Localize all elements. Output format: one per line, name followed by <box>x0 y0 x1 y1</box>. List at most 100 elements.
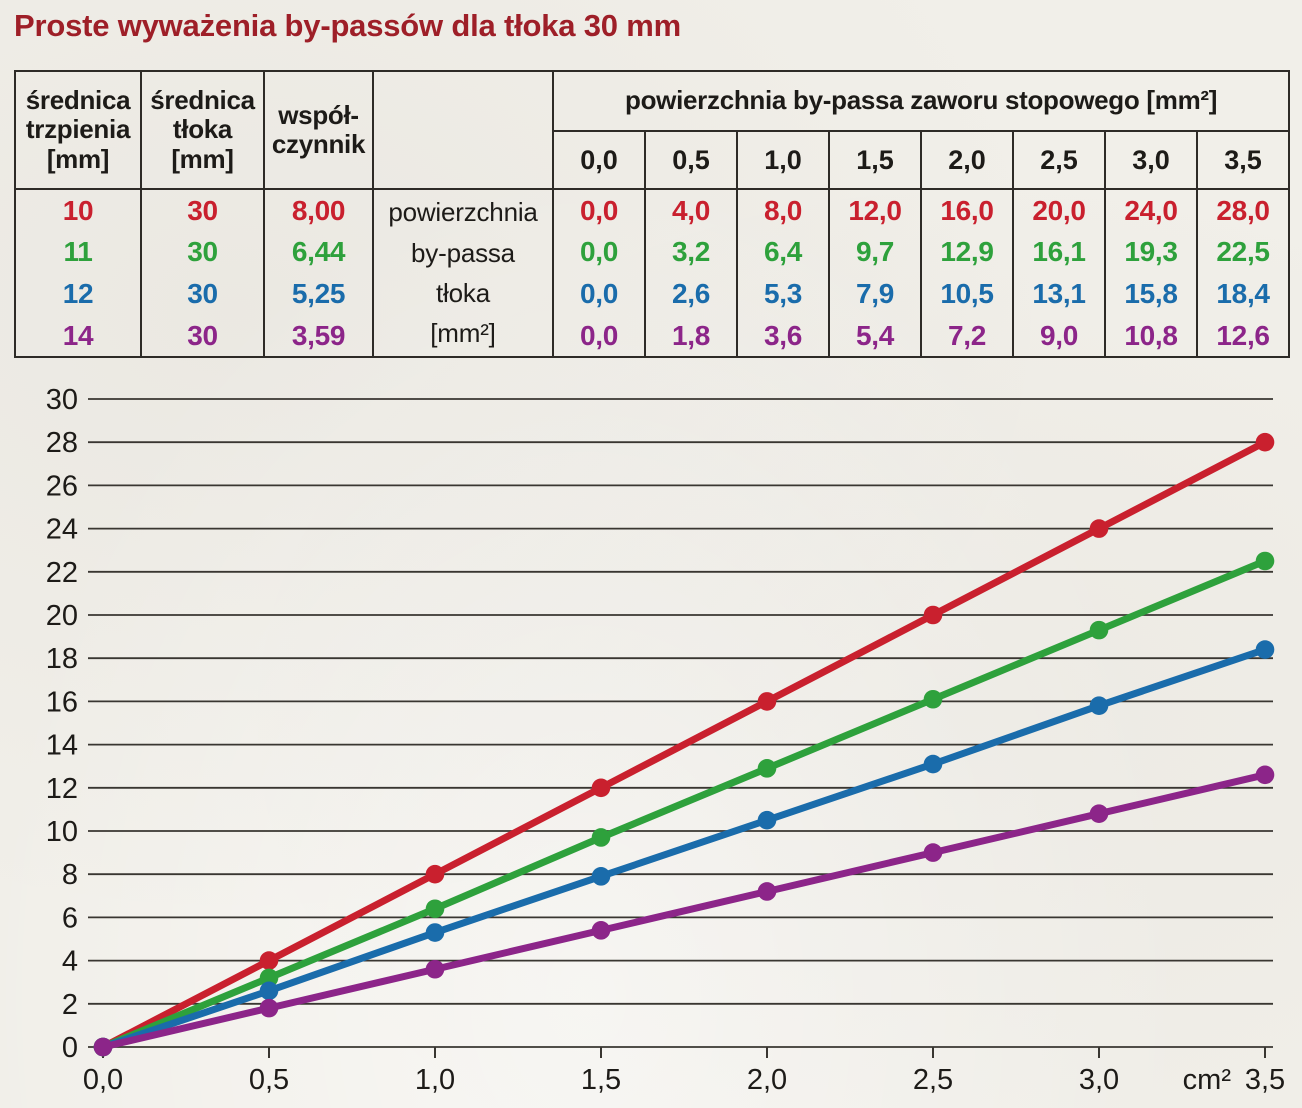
piston-cell: 30 <box>140 273 264 315</box>
x-tick-label: 1,5 <box>581 1064 621 1096</box>
y-tick-label: 0 <box>62 1032 78 1064</box>
value-cell: 9,7 <box>828 231 921 273</box>
table-row: 11 30 6,44 0,0 3,2 6,4 9,7 12,9 16,1 19,3 22,5 <box>14 231 1290 273</box>
data-point-marker <box>591 828 611 847</box>
value-cell: 24,0 <box>1104 189 1197 231</box>
coef-cell: 5,25 <box>263 273 373 315</box>
value-cell: 22,5 <box>1195 231 1290 273</box>
header-stem-diameter: średnica trzpienia [mm] <box>14 71 141 190</box>
data-point-marker <box>923 605 943 625</box>
data-point-marker <box>93 1037 113 1057</box>
value-cell: 0,0 <box>552 315 645 357</box>
coef-cell: 6,44 <box>263 231 373 273</box>
value-cell: 18,4 <box>1195 273 1290 315</box>
data-point-marker <box>591 778 611 798</box>
data-point-marker <box>1089 696 1109 716</box>
y-tick-label: 24 <box>46 514 78 546</box>
data-point-marker <box>1255 432 1275 452</box>
x-tick-label: 0,0 <box>83 1064 123 1096</box>
y-tick-label: 16 <box>46 686 78 718</box>
value-cell: 7,2 <box>920 315 1013 357</box>
data-point-marker <box>923 843 943 862</box>
series-line <box>99 557 1269 1051</box>
series-line <box>99 438 1269 1051</box>
piston-cell: 30 <box>140 231 264 273</box>
y-tick-label: 18 <box>46 643 78 675</box>
page-title: Proste wyważenia by-passów dla tłoka 30 … <box>14 8 681 43</box>
series-2 <box>93 640 1275 1057</box>
table-row: 12 30 5,25 0,0 2,6 5,3 7,9 10,5 13,1 15,8 18,4 <box>14 273 1290 315</box>
y-tick-label: 4 <box>62 946 78 978</box>
y-tick-label: 14 <box>46 730 78 762</box>
y-tick-label: 20 <box>46 600 78 632</box>
value-cell: 12,6 <box>1195 315 1290 357</box>
table-row: 14 30 3,59 0,0 1,8 3,6 5,4 7,2 9,0 10,8 12,6 <box>14 315 1290 357</box>
data-point-marker <box>425 899 445 919</box>
area-tick-header: 1,5 <box>828 131 921 190</box>
value-cell: 4,0 <box>644 189 737 231</box>
series-line <box>99 771 1269 1051</box>
value-cell: 1,8 <box>644 315 737 357</box>
data-point-marker <box>923 754 943 774</box>
header-area-title: powierzchnia by-passa zaworu stopowego [… <box>551 71 1290 132</box>
y-tick-label: 6 <box>62 902 78 934</box>
value-cell: 7,9 <box>828 273 921 315</box>
y-tick-label: 22 <box>46 557 78 589</box>
data-point-marker <box>425 959 445 979</box>
value-cell: 15,8 <box>1104 273 1197 315</box>
data-point-marker <box>259 998 279 1018</box>
value-cell: 9,0 <box>1012 315 1105 357</box>
data-point-marker <box>425 923 445 942</box>
value-cell: 0,0 <box>552 231 645 273</box>
y-tick-label: 2 <box>62 989 78 1021</box>
series-line <box>99 646 1269 1051</box>
x-tick-label: 0,5 <box>249 1064 289 1096</box>
x-tick-label: 3,5 <box>1245 1064 1285 1096</box>
value-cell: 3,6 <box>736 315 829 357</box>
x-tick-label: 1,0 <box>415 1064 455 1096</box>
data-point-marker <box>591 921 611 940</box>
data-point-marker <box>1089 804 1109 824</box>
data-point-marker <box>259 951 279 970</box>
value-cell: 28,0 <box>1195 189 1290 231</box>
value-cell: 5,4 <box>828 315 921 357</box>
value-cell: 10,5 <box>920 273 1013 315</box>
data-point-marker <box>757 692 777 711</box>
stem-cell: 11 <box>14 231 141 273</box>
value-cell: 5,3 <box>736 273 829 315</box>
y-tick-label: 28 <box>46 427 78 459</box>
series-1 <box>93 551 1275 1057</box>
data-point-marker <box>259 968 279 988</box>
x-tick-label: 2,0 <box>747 1064 787 1096</box>
y-tick-label: 26 <box>46 470 78 502</box>
area-tick-header: 2,5 <box>1012 131 1105 190</box>
value-cell: 3,2 <box>644 231 737 273</box>
x-tick-label: 3,0 <box>1079 1064 1119 1096</box>
data-point-marker <box>1089 519 1109 538</box>
value-cell: 16,1 <box>1012 231 1105 273</box>
x-tick-label: 2,5 <box>913 1064 953 1096</box>
x-axis-ticks <box>102 1047 1266 1058</box>
data-point-marker <box>1255 640 1275 659</box>
value-cell: 16,0 <box>920 189 1013 231</box>
value-cell: 13,1 <box>1012 273 1105 315</box>
area-tick-header: 3,0 <box>1104 131 1197 190</box>
stem-cell: 12 <box>14 273 141 315</box>
coef-cell: 8,00 <box>263 189 373 231</box>
data-point-marker <box>757 810 777 830</box>
area-tick-row: 0,0 0,5 1,0 1,5 2,0 2,5 3,0 3,5 <box>15 131 1290 190</box>
piston-bypass-area-label: powierzchnia by-passa tłoka [mm²] <box>372 189 553 357</box>
data-point-marker <box>923 689 943 709</box>
area-tick-header: 1,0 <box>736 131 829 190</box>
data-point-marker <box>259 981 279 1001</box>
area-tick-header: 3,5 <box>1195 131 1290 190</box>
header-piston-diameter: średnica tłoka [mm] <box>140 71 264 190</box>
value-cell: 0,0 <box>552 273 645 315</box>
value-cell: 8,0 <box>736 189 829 231</box>
value-cell: 12,0 <box>828 189 921 231</box>
data-point-marker <box>757 882 777 901</box>
header-coefficient: współ- czynnik <box>263 71 373 190</box>
data-point-marker <box>1255 551 1275 571</box>
